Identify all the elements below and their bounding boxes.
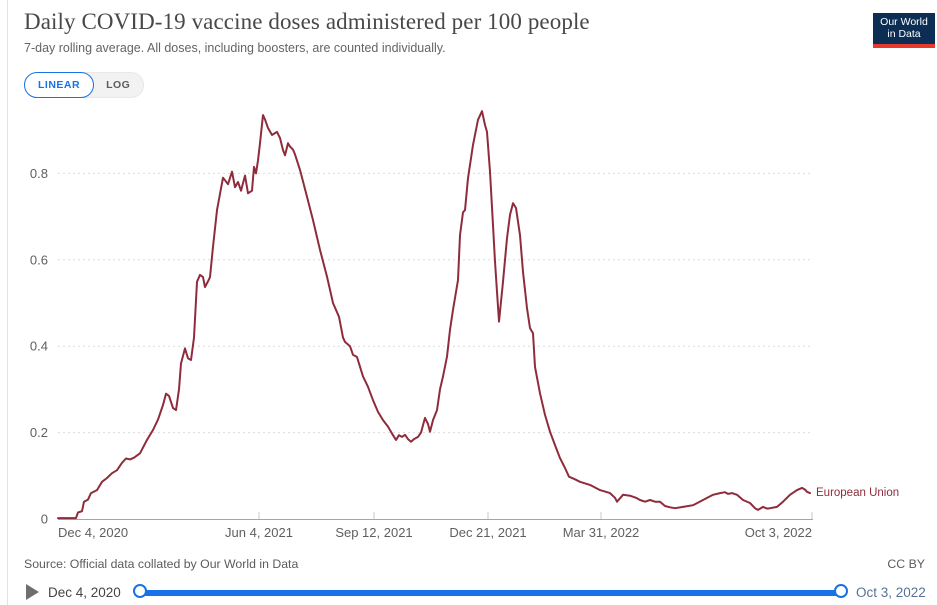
timeline-end-date[interactable]: Oct 3, 2022 — [856, 585, 926, 600]
x-axis-tick-label: Oct 3, 2022 — [745, 525, 812, 540]
y-axis-tick-label: 0 — [41, 512, 48, 527]
y-axis-tick-label: 0.8 — [30, 166, 48, 181]
scale-toggle: LINEAR LOG — [24, 72, 145, 98]
play-icon[interactable] — [26, 584, 39, 600]
page-left-border — [7, 0, 8, 605]
page-title: Daily COVID-19 vaccine doses administere… — [24, 9, 590, 34]
x-axis-tick-label: Dec 21, 2021 — [449, 525, 526, 540]
owid-logo-line2: in Data — [887, 28, 921, 41]
timeline-slider-track[interactable] — [141, 590, 842, 596]
x-axis-tick-label: Mar 31, 2022 — [563, 525, 640, 540]
timeline-start-handle[interactable] — [133, 584, 147, 598]
x-axis-tick-label: Sep 12, 2021 — [335, 525, 412, 540]
owid-logo-text: Our World in Data — [873, 13, 935, 44]
y-axis-tick-label: 0.4 — [30, 339, 48, 354]
series-line-european-union — [57, 110, 811, 520]
log-scale-button[interactable]: LOG — [106, 79, 131, 91]
linear-scale-button[interactable]: LINEAR — [24, 72, 95, 98]
source-text: Source: Official data collated by Our Wo… — [24, 557, 299, 571]
owid-logo-line1: Our World — [880, 15, 928, 28]
x-axis-tick-label: Jun 4, 2021 — [225, 525, 293, 540]
page-subtitle: 7-day rolling average. All doses, includ… — [24, 41, 446, 55]
y-axis-tick-label: 0.6 — [30, 252, 48, 267]
timeline-end-handle[interactable] — [834, 584, 848, 598]
owid-logo-red-bar — [873, 43, 935, 48]
owid-logo[interactable]: Our World in Data — [873, 13, 935, 48]
license-link[interactable]: CC BY — [887, 557, 925, 571]
x-axis-tick-label: Dec 4, 2020 — [58, 525, 128, 540]
series-label-european-union: European Union — [816, 487, 900, 499]
y-axis-tick-label: 0.2 — [30, 425, 48, 440]
timeline-start-date[interactable]: Dec 4, 2020 — [48, 585, 121, 600]
